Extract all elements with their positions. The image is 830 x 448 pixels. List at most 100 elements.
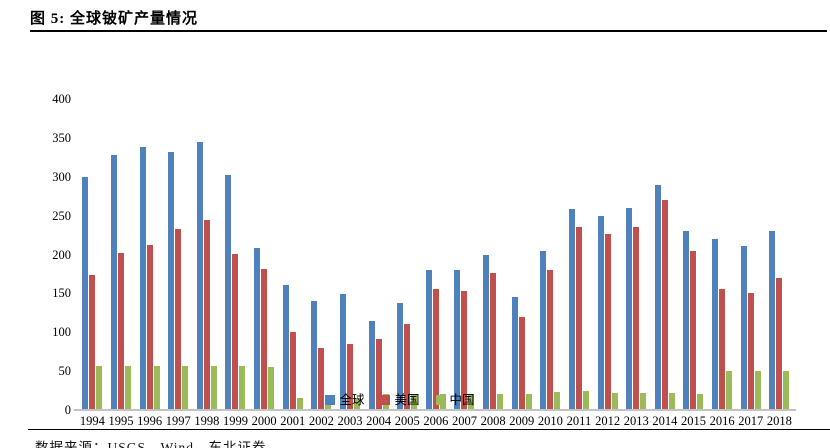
bar-group-2014: 2014 xyxy=(652,99,677,427)
bar-全球-2017 xyxy=(740,245,747,410)
bar-美国-2008 xyxy=(490,273,497,410)
legend-item-中国: 中国 xyxy=(435,393,475,407)
bar-美国-2014 xyxy=(661,200,668,410)
legend-label: 美国 xyxy=(394,393,420,407)
y-axis: 0 50 100 150 200 250 300 350 400 xyxy=(0,93,71,417)
bar-全球-2018 xyxy=(769,231,776,410)
bar-中国-1996 xyxy=(153,366,160,410)
plot-area: 1994 1995 1996 1997 1998 1999 2000 2001 2002 2003… xyxy=(78,99,794,427)
y-axis-tick-300: 300 xyxy=(52,169,71,184)
legend-label: 全球 xyxy=(339,393,365,407)
bar-中国-1997 xyxy=(182,366,189,410)
x-axis-label-2017: 2017 xyxy=(738,414,764,428)
bar-group-2008: 2008 xyxy=(481,99,506,427)
bar-全球-2016 xyxy=(712,238,719,410)
bar-group-2010: 2010 xyxy=(538,99,563,427)
bar-中国-2013 xyxy=(640,392,647,410)
x-axis-label-2015: 2015 xyxy=(680,414,706,428)
bar-全球-2001 xyxy=(282,284,289,410)
y-axis-tick-100: 100 xyxy=(52,325,71,340)
x-axis-label-2014: 2014 xyxy=(652,414,678,428)
bar-美国-2018 xyxy=(776,277,783,410)
bar-全球-1997 xyxy=(168,151,175,410)
figure-title: 图 5: 全球铍矿产量情况 xyxy=(30,11,198,27)
bar-全球-1994 xyxy=(82,176,89,410)
bar-中国-1994 xyxy=(96,366,103,410)
bar-group-2005: 2005 xyxy=(395,99,420,427)
bar-美国-1996 xyxy=(146,245,153,410)
bar-美国-1998 xyxy=(203,219,210,410)
bar-中国-2010 xyxy=(554,392,561,410)
bar-中国-2017 xyxy=(754,371,761,410)
x-axis-label-2016: 2016 xyxy=(709,414,735,428)
bar-中国-2003 xyxy=(353,397,360,410)
bar-美国-2000 xyxy=(261,269,268,410)
bar-全球-1995 xyxy=(110,154,117,410)
bar-美国-1999 xyxy=(232,253,239,410)
x-axis-label-2018: 2018 xyxy=(766,414,792,428)
x-axis-label-2001: 2001 xyxy=(280,414,306,428)
x-axis-label-1999: 1999 xyxy=(222,414,248,428)
bar-全球-1999 xyxy=(225,175,232,410)
bar-全球-2011 xyxy=(568,208,575,410)
bar-美国-2016 xyxy=(719,288,726,410)
bar-中国-2001 xyxy=(296,397,303,410)
bar-美国-2007 xyxy=(461,291,468,410)
bar-美国-1995 xyxy=(117,252,124,410)
x-axis-label-2003: 2003 xyxy=(337,414,363,428)
y-axis-tick-150: 150 xyxy=(52,286,71,301)
y-axis-tick-200: 200 xyxy=(52,247,71,262)
bar-中国-1999 xyxy=(239,366,246,410)
bar-全球-2002 xyxy=(311,301,318,410)
x-axis-label-1997: 1997 xyxy=(165,414,191,428)
bar-美国-2001 xyxy=(289,332,296,410)
legend-item-全球: 全球 xyxy=(325,394,364,406)
legend: 全球 美国 中国 xyxy=(0,392,800,408)
bar-group-1999: 1999 xyxy=(223,99,248,427)
bar-group-2018: 2018 xyxy=(767,99,792,427)
y-axis-tick-250: 250 xyxy=(52,208,71,223)
x-axis-label-2005: 2005 xyxy=(394,414,420,428)
bar-group-2007: 2007 xyxy=(452,99,477,427)
bar-全球-2004 xyxy=(368,321,375,410)
y-axis-tick-0: 0 xyxy=(64,403,71,417)
bar-中国-2005 xyxy=(411,394,418,410)
bar-全球-1998 xyxy=(196,141,203,410)
legend-label: 中国 xyxy=(449,393,475,407)
bar-全球-2006 xyxy=(425,270,432,410)
x-axis-label-1998: 1998 xyxy=(194,414,220,428)
beryllium-production-bar-chart: 0 50 100 150 200 250 300 350 400 1994 1995 1996 199… xyxy=(0,40,830,427)
x-axis-label-2010: 2010 xyxy=(537,414,563,428)
bar-中国-2008 xyxy=(497,393,504,410)
x-axis-label-1994: 1994 xyxy=(79,414,105,428)
bar-中国-2015 xyxy=(697,394,704,410)
bar-中国-1995 xyxy=(124,366,131,410)
x-axis-line xyxy=(74,409,796,411)
x-axis-label-2012: 2012 xyxy=(595,414,621,428)
bar-中国-2018 xyxy=(783,371,790,410)
legend-swatch-icon xyxy=(325,395,336,405)
bar-group-2006: 2006 xyxy=(423,99,448,427)
bar-group-2003: 2003 xyxy=(337,99,362,427)
bar-全球-2000 xyxy=(254,247,261,410)
bar-group-1996: 1996 xyxy=(137,99,162,427)
bar-group-2015: 2015 xyxy=(681,99,706,427)
bar-group-1997: 1997 xyxy=(166,99,191,427)
bar-group-2011: 2011 xyxy=(567,99,591,427)
bar-全球-2009 xyxy=(511,297,518,410)
bar-group-2000: 2000 xyxy=(252,99,277,427)
x-axis-label-2004: 2004 xyxy=(366,414,392,428)
bar-美国-2015 xyxy=(690,250,697,410)
bar-group-2009: 2009 xyxy=(509,99,534,427)
bar-美国-2011 xyxy=(575,226,582,410)
bar-美国-2009 xyxy=(518,316,525,410)
bar-group-2016: 2016 xyxy=(710,99,735,427)
bar-group-2001: 2001 xyxy=(280,99,305,427)
bar-美国-1997 xyxy=(175,228,182,410)
bar-美国-2004 xyxy=(375,339,382,410)
bar-group-2017: 2017 xyxy=(738,99,763,427)
bar-美国-2002 xyxy=(318,347,325,410)
y-axis-tick-350: 350 xyxy=(52,130,71,145)
bar-全球-2010 xyxy=(540,250,547,410)
